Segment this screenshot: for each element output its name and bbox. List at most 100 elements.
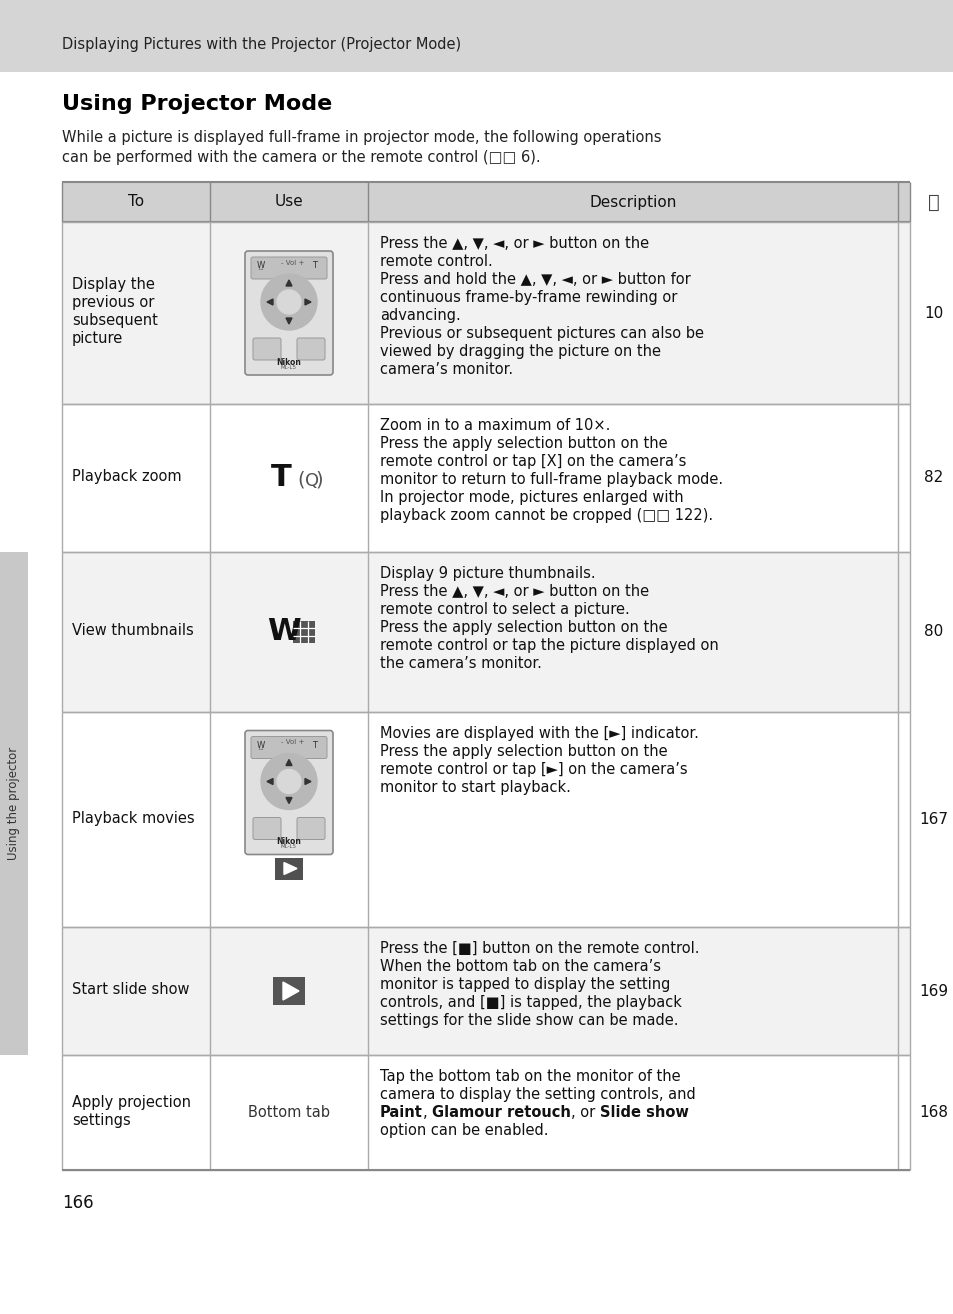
Text: monitor to return to full-frame playback mode.: monitor to return to full-frame playback… bbox=[379, 472, 722, 487]
Text: remote control.: remote control. bbox=[379, 254, 493, 269]
FancyBboxPatch shape bbox=[245, 251, 333, 374]
Text: Press the [■] button on the remote control.: Press the [■] button on the remote contr… bbox=[379, 941, 699, 957]
FancyBboxPatch shape bbox=[251, 258, 327, 279]
Circle shape bbox=[261, 753, 316, 809]
Polygon shape bbox=[305, 300, 311, 305]
Text: playback zoom cannot be cropped (□□ 122).: playback zoom cannot be cropped (□□ 122)… bbox=[379, 509, 713, 523]
Text: remote control to select a picture.: remote control to select a picture. bbox=[379, 602, 629, 618]
Text: previous or: previous or bbox=[71, 296, 154, 310]
Text: ): ) bbox=[314, 470, 322, 490]
Bar bbox=[293, 622, 314, 643]
Text: advancing.: advancing. bbox=[379, 307, 460, 323]
Text: 168: 168 bbox=[919, 1105, 947, 1120]
Text: Nikon: Nikon bbox=[276, 357, 301, 367]
Text: controls, and [■] is tapped, the playback: controls, and [■] is tapped, the playbac… bbox=[379, 995, 681, 1010]
Bar bbox=[62, 712, 909, 926]
Text: Bottom tab: Bottom tab bbox=[248, 1105, 330, 1120]
Text: 167: 167 bbox=[919, 812, 947, 827]
Polygon shape bbox=[286, 318, 292, 325]
Text: 80: 80 bbox=[923, 624, 943, 640]
Text: camera’s monitor.: camera’s monitor. bbox=[379, 361, 513, 377]
Bar bbox=[274, 858, 303, 879]
Text: option can be enabled.: option can be enabled. bbox=[379, 1123, 548, 1138]
Text: remote control or tap [X] on the camera’s: remote control or tap [X] on the camera’… bbox=[379, 455, 685, 469]
Polygon shape bbox=[286, 798, 292, 803]
FancyBboxPatch shape bbox=[296, 338, 325, 360]
Text: Press the apply selection button on the: Press the apply selection button on the bbox=[379, 744, 667, 759]
Text: View thumbnails: View thumbnails bbox=[71, 623, 193, 639]
Polygon shape bbox=[267, 300, 273, 305]
FancyBboxPatch shape bbox=[253, 338, 281, 360]
Text: Press and hold the ▲, ▼, ◄, or ► button for: Press and hold the ▲, ▼, ◄, or ► button … bbox=[379, 272, 690, 286]
Text: ••: •• bbox=[256, 267, 263, 272]
Text: ML-L5: ML-L5 bbox=[281, 845, 296, 849]
Text: Display the: Display the bbox=[71, 277, 154, 292]
Bar bbox=[293, 622, 314, 643]
Text: monitor to start playback.: monitor to start playback. bbox=[379, 781, 570, 795]
Text: While a picture is displayed full-frame in projector mode, the following operati: While a picture is displayed full-frame … bbox=[62, 130, 660, 145]
Text: continuous frame-by-frame rewinding or: continuous frame-by-frame rewinding or bbox=[379, 290, 677, 305]
Text: can be performed with the camera or the remote control (□□ 6).: can be performed with the camera or the … bbox=[62, 150, 540, 166]
Bar bbox=[62, 926, 909, 1055]
Text: Nikon: Nikon bbox=[276, 837, 301, 846]
Text: T: T bbox=[312, 261, 316, 269]
Text: T: T bbox=[312, 741, 316, 749]
Text: settings: settings bbox=[71, 1113, 131, 1127]
Text: picture: picture bbox=[71, 331, 123, 346]
Text: 82: 82 bbox=[923, 470, 943, 485]
Text: Using Projector Mode: Using Projector Mode bbox=[62, 95, 332, 114]
Text: Press the ▲, ▼, ◄, or ► button on the: Press the ▲, ▼, ◄, or ► button on the bbox=[379, 237, 648, 251]
Text: Press the apply selection button on the: Press the apply selection button on the bbox=[379, 436, 667, 451]
Polygon shape bbox=[305, 778, 311, 784]
FancyBboxPatch shape bbox=[296, 817, 325, 840]
Text: Using the projector: Using the projector bbox=[8, 746, 20, 861]
Polygon shape bbox=[267, 778, 273, 784]
Text: (: ( bbox=[296, 470, 304, 490]
Text: Press the apply selection button on the: Press the apply selection button on the bbox=[379, 620, 667, 635]
Text: 166: 166 bbox=[62, 1194, 93, 1212]
Text: monitor is tapped to display the setting: monitor is tapped to display the setting bbox=[379, 978, 670, 992]
Text: - Vol +: - Vol + bbox=[281, 260, 304, 265]
Circle shape bbox=[261, 275, 316, 330]
Text: settings for the slide show can be made.: settings for the slide show can be made. bbox=[379, 1013, 678, 1028]
Text: When the bottom tab on the camera’s: When the bottom tab on the camera’s bbox=[379, 959, 660, 974]
Text: camera to display the setting controls, and: camera to display the setting controls, … bbox=[379, 1087, 695, 1102]
Polygon shape bbox=[283, 982, 298, 1000]
Text: In projector mode, pictures enlarged with: In projector mode, pictures enlarged wit… bbox=[379, 490, 683, 505]
Text: W: W bbox=[256, 741, 265, 749]
Bar bbox=[273, 978, 305, 1005]
Polygon shape bbox=[286, 759, 292, 766]
Text: Slide show: Slide show bbox=[599, 1105, 688, 1120]
Bar bbox=[62, 552, 909, 712]
Text: To: To bbox=[128, 194, 144, 209]
Text: Use: Use bbox=[274, 194, 303, 209]
Bar bbox=[62, 1055, 909, 1169]
Text: W: W bbox=[267, 618, 300, 646]
Bar bbox=[0, 0, 953, 72]
Text: Q: Q bbox=[305, 472, 319, 490]
Text: Display 9 picture thumbnails.: Display 9 picture thumbnails. bbox=[379, 566, 595, 581]
Text: Glamour retouch: Glamour retouch bbox=[432, 1105, 571, 1120]
Text: Description: Description bbox=[589, 194, 676, 209]
Text: remote control or tap [►] on the camera’s: remote control or tap [►] on the camera’… bbox=[379, 762, 687, 777]
Bar bbox=[62, 403, 909, 552]
Bar bbox=[62, 222, 909, 403]
Polygon shape bbox=[286, 280, 292, 286]
FancyBboxPatch shape bbox=[253, 817, 281, 840]
Text: viewed by dragging the picture on the: viewed by dragging the picture on the bbox=[379, 344, 660, 359]
Circle shape bbox=[276, 290, 301, 314]
Text: 📖: 📖 bbox=[927, 192, 939, 212]
Text: Tap the bottom tab on the monitor of the: Tap the bottom tab on the monitor of the bbox=[379, 1070, 679, 1084]
Text: Press the ▲, ▼, ◄, or ► button on the: Press the ▲, ▼, ◄, or ► button on the bbox=[379, 583, 648, 599]
FancyBboxPatch shape bbox=[251, 737, 327, 758]
Text: Previous or subsequent pictures can also be: Previous or subsequent pictures can also… bbox=[379, 326, 703, 342]
Text: Apply projection: Apply projection bbox=[71, 1095, 191, 1109]
Text: the camera’s monitor.: the camera’s monitor. bbox=[379, 656, 541, 671]
Text: ,: , bbox=[422, 1105, 432, 1120]
Bar bbox=[0, 552, 28, 1055]
Text: Paint: Paint bbox=[379, 1105, 422, 1120]
Text: subsequent: subsequent bbox=[71, 313, 157, 328]
Polygon shape bbox=[284, 862, 296, 875]
FancyBboxPatch shape bbox=[245, 731, 333, 854]
Bar bbox=[62, 183, 909, 222]
